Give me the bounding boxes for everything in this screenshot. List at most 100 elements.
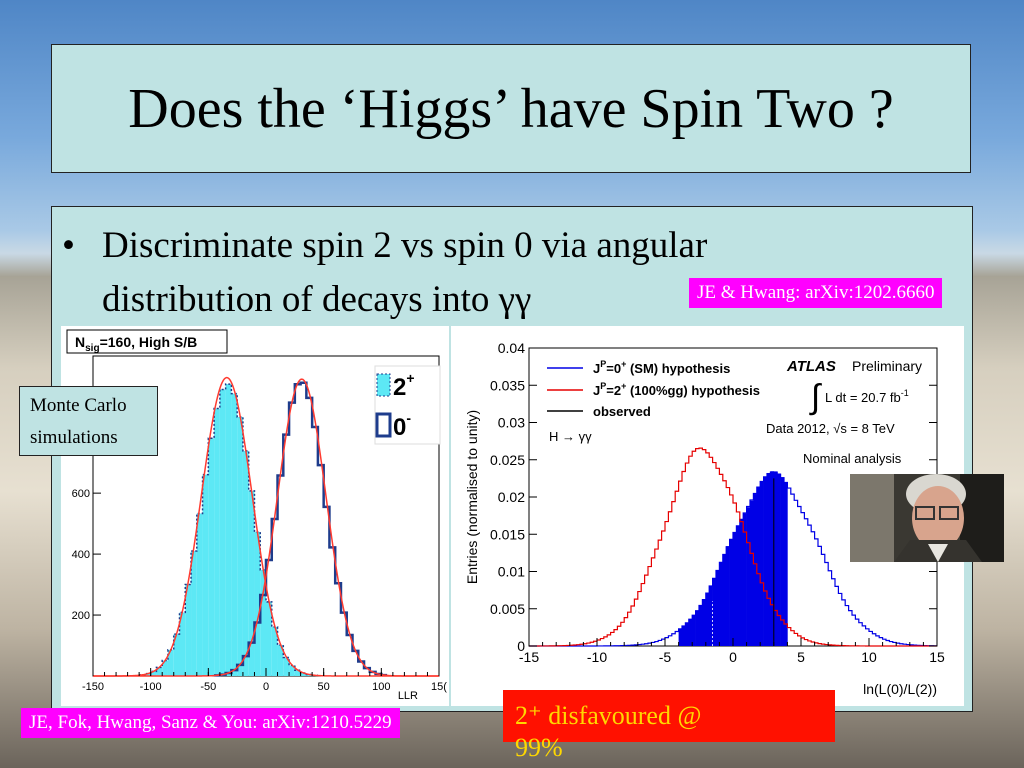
chart1-bar-0minus [289, 403, 295, 676]
portrait-shirt [928, 544, 948, 562]
chart2-ytick-label: 0.03 [498, 415, 525, 431]
chart1-bar-2plus [173, 634, 180, 676]
bullet-line-2: distribution of decays into γγ [102, 279, 532, 320]
chart2-lumi: L dt = 20.7 fb-1 [825, 388, 909, 405]
chart1-xlabel: LLR [398, 690, 418, 702]
chart2-shaded-bar [743, 513, 747, 646]
chart2-ytick-label: 0.015 [490, 526, 525, 542]
chart1-xtick-label: 100 [372, 681, 390, 693]
chart1-bar-2plus [162, 660, 168, 676]
slide-title: Does the ‘Higgs’ have Spin Two ? [128, 77, 894, 140]
chart1-legend-header: Nsig=160, High S/B [75, 334, 197, 354]
conclusion-line-2: 99% [515, 733, 563, 762]
chart2-ylabel: Entries (normalised to unity) [464, 410, 480, 584]
chart1-xtick-label: 50 [318, 681, 330, 693]
chart2-ytick-label: 0.005 [490, 601, 525, 617]
chart1-bar-2plus [167, 649, 174, 676]
chart2-xtick-label: -15 [519, 649, 539, 665]
chart2-shaded-bar [722, 553, 727, 646]
chart1-bar-2plus [248, 490, 255, 676]
chart2-shaded-bar [716, 570, 720, 646]
chart2-shaded-bar [773, 471, 778, 646]
chart1-outline-2plus [139, 383, 318, 677]
chart1-bar-2plus [185, 584, 192, 676]
chart1-bar-2plus [191, 551, 197, 676]
chart2-ytick-label: 0.035 [490, 377, 525, 393]
chart1-bar-0minus [306, 398, 312, 676]
chart1-bar-2plus [156, 667, 163, 676]
chart2-shaded-bar [763, 476, 768, 646]
portrait-glasses-right [939, 506, 959, 520]
monte-carlo-label-box: Monte Carlo simulations [19, 386, 158, 456]
chart2-shaded-bar [719, 562, 724, 646]
chart2-shaded-bar [688, 619, 693, 646]
chart1-bar-2plus [300, 673, 307, 676]
chart2-status: Preliminary [852, 358, 922, 374]
portrait-face [912, 486, 964, 550]
chart2-shaded-bar [739, 519, 744, 646]
chart2-integral-icon: ∫ [809, 378, 822, 416]
chart2-shaded-bar [678, 628, 683, 646]
chart2-shaded-bar [780, 477, 785, 646]
chart2-legend-label-sm: JP=0+ (SM) hypothesis [593, 359, 730, 376]
chart2-shaded-bar [705, 593, 710, 646]
chart2-shaded-bar [750, 500, 754, 646]
monte-carlo-line-2: simulations [30, 427, 118, 448]
chart2-shaded-bar [756, 487, 761, 646]
chart2-shaded-bar [736, 525, 741, 646]
chart1-bar-2plus [231, 393, 238, 676]
chart2-ytick-label: 0.02 [498, 489, 525, 505]
chart1-bar-2plus [219, 389, 226, 676]
chart2-legend-label-2plus: JP=2+ (100%gg) hypothesis [593, 381, 760, 398]
bullet-point: • Discriminate spin 2 vs spin 0 via angu… [62, 219, 882, 327]
chart1-xtick-label: -100 [140, 681, 162, 693]
chart2-analysis: Nominal analysis [803, 451, 902, 466]
chart2-ytick-label: 0.025 [490, 452, 525, 468]
chart2-xlabel: ln(L(0)/L(2)) [863, 681, 937, 697]
chart2-xtick-label: -10 [587, 649, 607, 665]
chart1-bar-2plus [208, 438, 215, 676]
bullet-line-1: Discriminate spin 2 vs spin 0 via angula… [102, 225, 708, 266]
chart1-bar-2plus [144, 673, 151, 676]
chart1-bar-2plus [283, 657, 290, 676]
chart1-outline-0minus [214, 381, 388, 677]
chart1-bar-2plus [266, 601, 272, 676]
chart2-xtick-label: 15 [929, 649, 945, 665]
chart2-channel-label: H → γγ [549, 429, 592, 444]
chart1-ytick-label: 400 [72, 549, 90, 561]
chart1-bar-2plus [294, 670, 301, 676]
chart1-bar-2plus [196, 513, 203, 676]
chart2-ytick-label: 0 [517, 638, 525, 654]
chart1-bar-0minus [301, 383, 307, 676]
chart1-legend-swatch-0minus [375, 412, 392, 438]
title-box: Does the ‘Higgs’ have Spin Two ? [51, 44, 971, 173]
chart1-bar-2plus [242, 450, 249, 676]
chart2-shaded-bar [699, 605, 703, 646]
portrait-illustration [850, 474, 1004, 562]
chart1-legend-label-2plus: 2+ [393, 370, 415, 401]
chart2-shaded-bar [712, 578, 717, 646]
conclusion-line-1: 2⁺ disfavoured @ [515, 701, 702, 730]
chart1-bar-0minus [295, 384, 301, 676]
chart2-ytick-label: 0.01 [498, 564, 525, 580]
chart1-bar-2plus [202, 474, 209, 676]
reference-bottom: JE, Fok, Hwang, Sanz & You: arXiv:1210.5… [21, 708, 400, 738]
chart2-series-2plus [529, 447, 937, 647]
chart1-bar-2plus [271, 626, 278, 676]
chart1-bar-2plus [214, 408, 220, 676]
chart1-legend-header-box [66, 329, 228, 354]
chart1-bar-2plus [277, 645, 284, 676]
chart2-xtick-label: 10 [861, 649, 877, 665]
conclusion-box: 2⁺ disfavoured @ 99% [503, 690, 835, 762]
reference-top: JE & Hwang: arXiv:1202.6660 [689, 278, 943, 308]
chart1-bar-2plus [254, 531, 261, 676]
chart2-xtick-label: 5 [797, 649, 805, 665]
chart2-shaded-bar [695, 610, 700, 646]
chart2-shaded-bar [709, 586, 713, 646]
monte-carlo-line-1: Monte Carlo [30, 395, 127, 416]
chart2-shaded-bar [746, 507, 751, 646]
chart1-xtick-label: 0 [263, 681, 269, 693]
chart2-shaded-bar [767, 472, 771, 646]
chart1-xtick-label: -50 [200, 681, 216, 693]
chart2-ytick-label: 0.04 [498, 340, 525, 356]
